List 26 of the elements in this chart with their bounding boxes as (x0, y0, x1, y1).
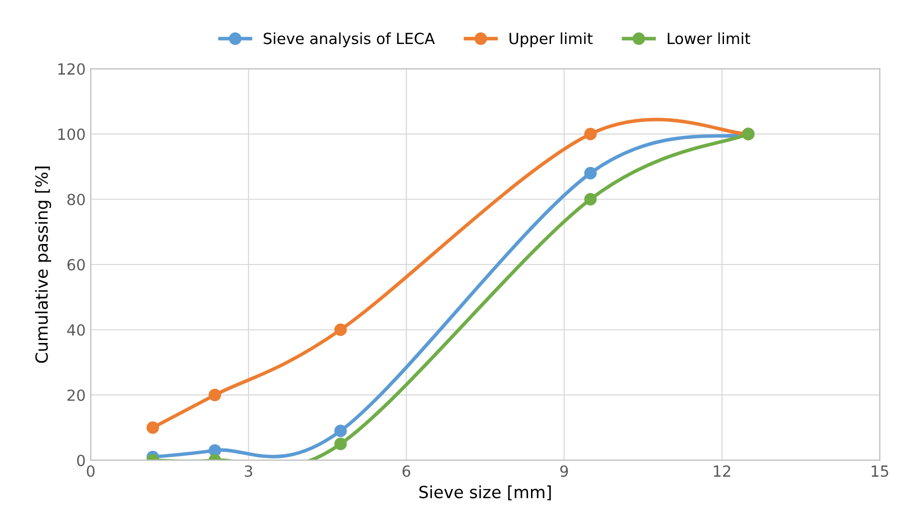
legend-label: Lower limit (668, 32, 750, 44)
x-tick-label: 3 (244, 465, 252, 477)
x-tick-label: 0 (86, 465, 95, 477)
y-axis-title: Cumulative passing [%] (34, 166, 52, 363)
y-tick-label: 40 (67, 324, 85, 336)
x-tick-label: 9 (560, 465, 568, 477)
legend-label: Upper limit (510, 32, 593, 48)
point (334, 323, 347, 336)
point (146, 421, 160, 434)
y-tick-label: 120 (58, 63, 85, 75)
point (584, 166, 597, 180)
legend-label: Sieve analysis of LECA (264, 32, 435, 48)
point (334, 424, 347, 438)
y-tick-label: 80 (67, 194, 85, 206)
point (334, 438, 347, 450)
point (584, 193, 597, 206)
y-tick-label: 60 (67, 258, 85, 271)
x-axis-title: Sieve size [mm] (419, 485, 551, 500)
point (584, 128, 597, 140)
x-tick-label: 15 (872, 466, 888, 477)
point (208, 388, 222, 402)
y-tick-label: 100 (58, 128, 85, 140)
x-tick-label: 12 (714, 465, 730, 477)
y-tick-label: 0 (77, 454, 85, 466)
x-tick-label: 6 (402, 465, 410, 477)
y-tick-label: 20 (68, 389, 85, 402)
